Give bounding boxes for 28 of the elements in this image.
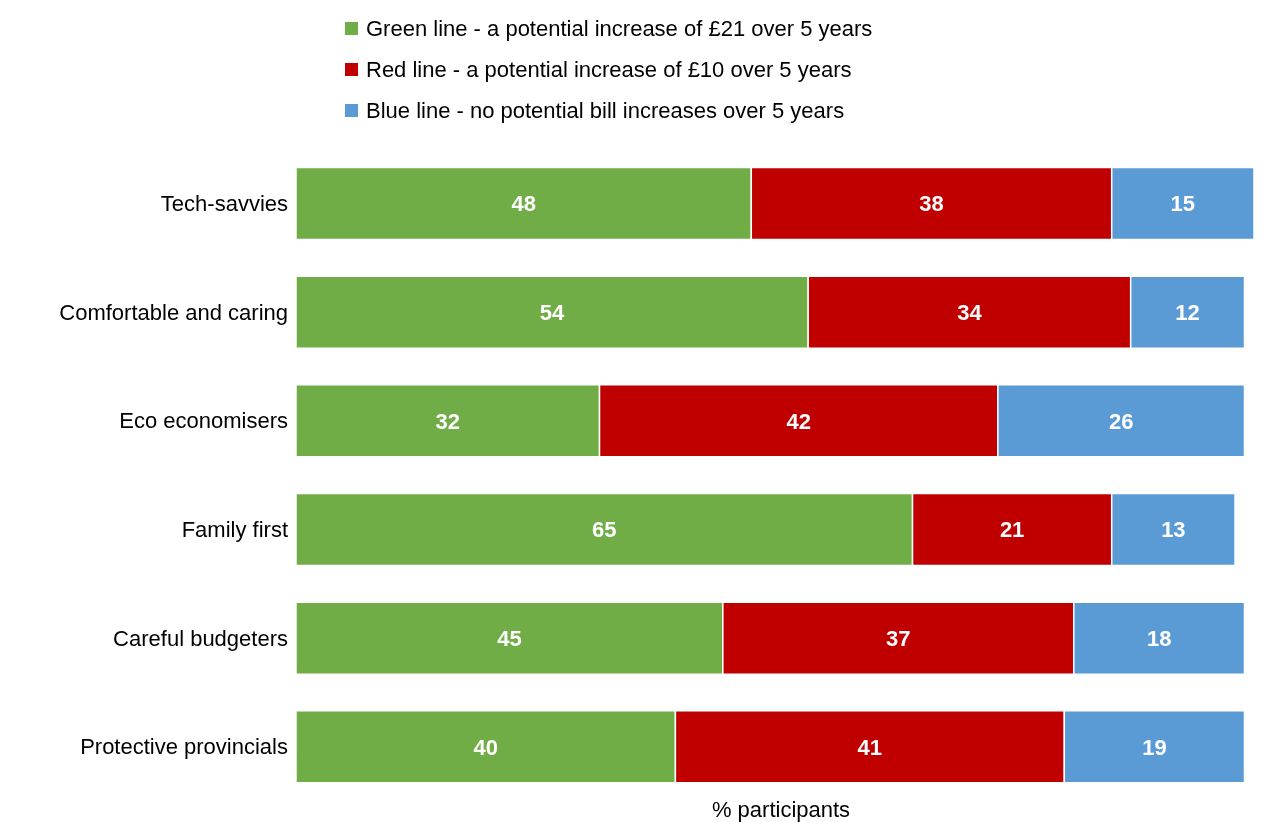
x-axis-title: % participants: [710, 797, 852, 822]
data-label: 40: [473, 734, 498, 760]
data-label: 38: [919, 191, 944, 217]
y-tick-label: Careful budgeters: [113, 625, 288, 651]
data-label: 34: [957, 299, 983, 325]
data-label: 41: [857, 734, 883, 760]
data-label: 54: [539, 299, 566, 325]
data-label: 48: [511, 191, 536, 217]
legend-label: Blue line - no potential bill increases over 5 years: [366, 97, 845, 125]
data-label: 26: [1108, 408, 1134, 434]
data-label: 19: [1142, 734, 1167, 760]
y-tick-label: Tech-savvies: [160, 191, 288, 217]
data-label: 42: [786, 408, 811, 434]
y-tick-label: Protective provincials: [80, 734, 288, 760]
data-label: 12: [1175, 299, 1200, 325]
data-label: 32: [435, 408, 460, 434]
data-label: 45: [497, 625, 522, 651]
data-label: 21: [999, 517, 1025, 543]
data-label: 13: [1161, 517, 1186, 543]
data-label: 37: [886, 625, 911, 651]
legend-label: Red line - a potential increase of £10 over 5 years: [366, 56, 852, 84]
y-tick-label: Family first: [181, 517, 288, 543]
data-label: 65: [592, 517, 617, 543]
y-tick-label: Comfortable and caring: [59, 299, 288, 325]
legend-label: Green line - a potential increase of £21 over 5 years: [366, 15, 873, 43]
y-tick-label: Eco economisers: [119, 408, 288, 434]
data-label: 15: [1170, 191, 1196, 217]
data-label: 18: [1146, 625, 1172, 651]
